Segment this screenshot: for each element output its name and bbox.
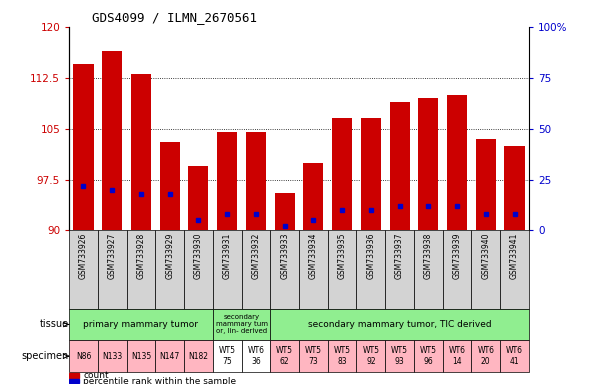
Text: GSM733926: GSM733926 xyxy=(79,233,88,279)
Bar xyxy=(500,230,529,309)
Bar xyxy=(160,142,180,230)
Bar xyxy=(98,340,127,372)
Bar xyxy=(155,230,184,309)
Text: GSM733937: GSM733937 xyxy=(395,233,404,279)
Bar xyxy=(242,230,270,309)
Bar xyxy=(385,340,414,372)
Bar xyxy=(213,309,270,340)
Bar xyxy=(69,230,98,309)
Bar xyxy=(270,340,299,372)
Bar xyxy=(447,95,467,230)
Text: WT5
93: WT5 93 xyxy=(391,346,408,366)
Bar xyxy=(443,340,471,372)
Bar xyxy=(414,340,443,372)
Bar xyxy=(155,340,184,372)
Text: GSM733933: GSM733933 xyxy=(280,233,289,279)
Text: GSM733935: GSM733935 xyxy=(338,233,347,279)
Text: GSM733932: GSM733932 xyxy=(251,233,260,279)
Bar xyxy=(332,118,352,230)
Text: secondary mammary tumor, TIC derived: secondary mammary tumor, TIC derived xyxy=(308,320,492,329)
Bar xyxy=(476,139,496,230)
Text: GSM733929: GSM733929 xyxy=(165,233,174,279)
Text: WT6
36: WT6 36 xyxy=(248,346,264,366)
Text: primary mammary tumor: primary mammary tumor xyxy=(84,320,198,329)
Bar xyxy=(69,379,79,383)
Text: GSM733931: GSM733931 xyxy=(222,233,231,279)
Bar xyxy=(217,132,237,230)
Bar xyxy=(471,230,500,309)
Text: specimen: specimen xyxy=(21,351,69,361)
Text: WT6
20: WT6 20 xyxy=(477,346,494,366)
Bar xyxy=(127,340,155,372)
Bar xyxy=(242,340,270,372)
Bar xyxy=(500,340,529,372)
Bar xyxy=(131,74,151,230)
Text: WT5
96: WT5 96 xyxy=(420,346,437,366)
Bar xyxy=(69,373,79,378)
Bar xyxy=(73,64,94,230)
Text: percentile rank within the sample: percentile rank within the sample xyxy=(84,377,237,384)
Text: WT6
14: WT6 14 xyxy=(448,346,466,366)
Bar xyxy=(69,340,98,372)
Bar xyxy=(69,309,213,340)
Bar xyxy=(356,230,385,309)
Bar xyxy=(98,230,127,309)
Text: GSM733930: GSM733930 xyxy=(194,233,203,279)
Text: GSM733934: GSM733934 xyxy=(309,233,318,279)
Text: WT5
83: WT5 83 xyxy=(334,346,350,366)
Bar xyxy=(213,340,242,372)
Text: WT5
75: WT5 75 xyxy=(219,346,236,366)
Bar xyxy=(504,146,525,230)
Bar xyxy=(304,162,323,230)
Bar xyxy=(184,230,213,309)
Bar xyxy=(356,340,385,372)
Bar xyxy=(443,230,471,309)
Text: N133: N133 xyxy=(102,352,123,361)
Text: tissue: tissue xyxy=(40,319,69,329)
Text: secondary
mammary tum
or, lin- derived: secondary mammary tum or, lin- derived xyxy=(216,314,267,334)
Bar xyxy=(275,193,294,230)
Text: WT5
92: WT5 92 xyxy=(362,346,379,366)
Text: GDS4099 / ILMN_2670561: GDS4099 / ILMN_2670561 xyxy=(92,11,257,24)
Bar xyxy=(270,230,299,309)
Bar xyxy=(127,230,155,309)
Text: N182: N182 xyxy=(189,352,209,361)
Text: GSM733939: GSM733939 xyxy=(453,233,462,279)
Text: N135: N135 xyxy=(131,352,151,361)
Text: GSM733928: GSM733928 xyxy=(136,233,145,279)
Text: N147: N147 xyxy=(159,352,180,361)
Text: GSM733940: GSM733940 xyxy=(481,233,490,279)
Text: count: count xyxy=(84,371,109,380)
Bar xyxy=(389,101,410,230)
Bar xyxy=(471,340,500,372)
Bar xyxy=(299,340,328,372)
Text: GSM733927: GSM733927 xyxy=(108,233,117,279)
Bar xyxy=(213,230,242,309)
Bar xyxy=(299,230,328,309)
Bar xyxy=(328,230,356,309)
Text: WT6
41: WT6 41 xyxy=(506,346,523,366)
Bar xyxy=(188,166,209,230)
Bar xyxy=(328,340,356,372)
Bar xyxy=(361,118,381,230)
Bar xyxy=(270,309,529,340)
Text: WT5
73: WT5 73 xyxy=(305,346,322,366)
Bar xyxy=(184,340,213,372)
Bar xyxy=(414,230,443,309)
Bar xyxy=(246,132,266,230)
Text: GSM733938: GSM733938 xyxy=(424,233,433,279)
Text: N86: N86 xyxy=(76,352,91,361)
Text: GSM733936: GSM733936 xyxy=(367,233,376,279)
Bar xyxy=(418,98,438,230)
Bar xyxy=(385,230,414,309)
Bar xyxy=(102,51,122,230)
Text: GSM733941: GSM733941 xyxy=(510,233,519,279)
Text: WT5
62: WT5 62 xyxy=(276,346,293,366)
